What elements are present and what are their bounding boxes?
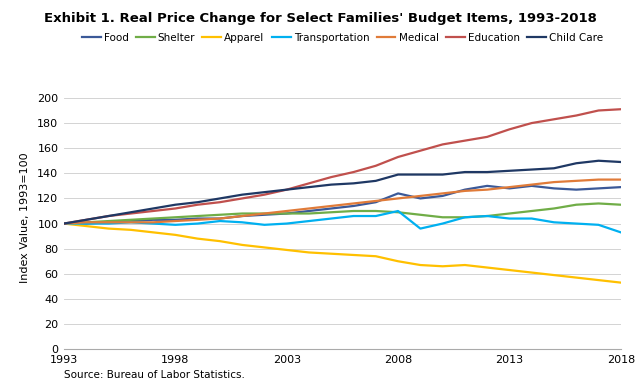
Text: Source: Bureau of Labor Statistics.: Source: Bureau of Labor Statistics.: [64, 370, 245, 380]
Y-axis label: Index Value, 1993=100: Index Value, 1993=100: [20, 152, 30, 282]
Text: Exhibit 1. Real Price Change for Select Families' Budget Items, 1993-2018: Exhibit 1. Real Price Change for Select …: [44, 12, 596, 25]
Legend: Food, Shelter, Apparel, Transportation, Medical, Education, Child Care: Food, Shelter, Apparel, Transportation, …: [82, 33, 603, 43]
